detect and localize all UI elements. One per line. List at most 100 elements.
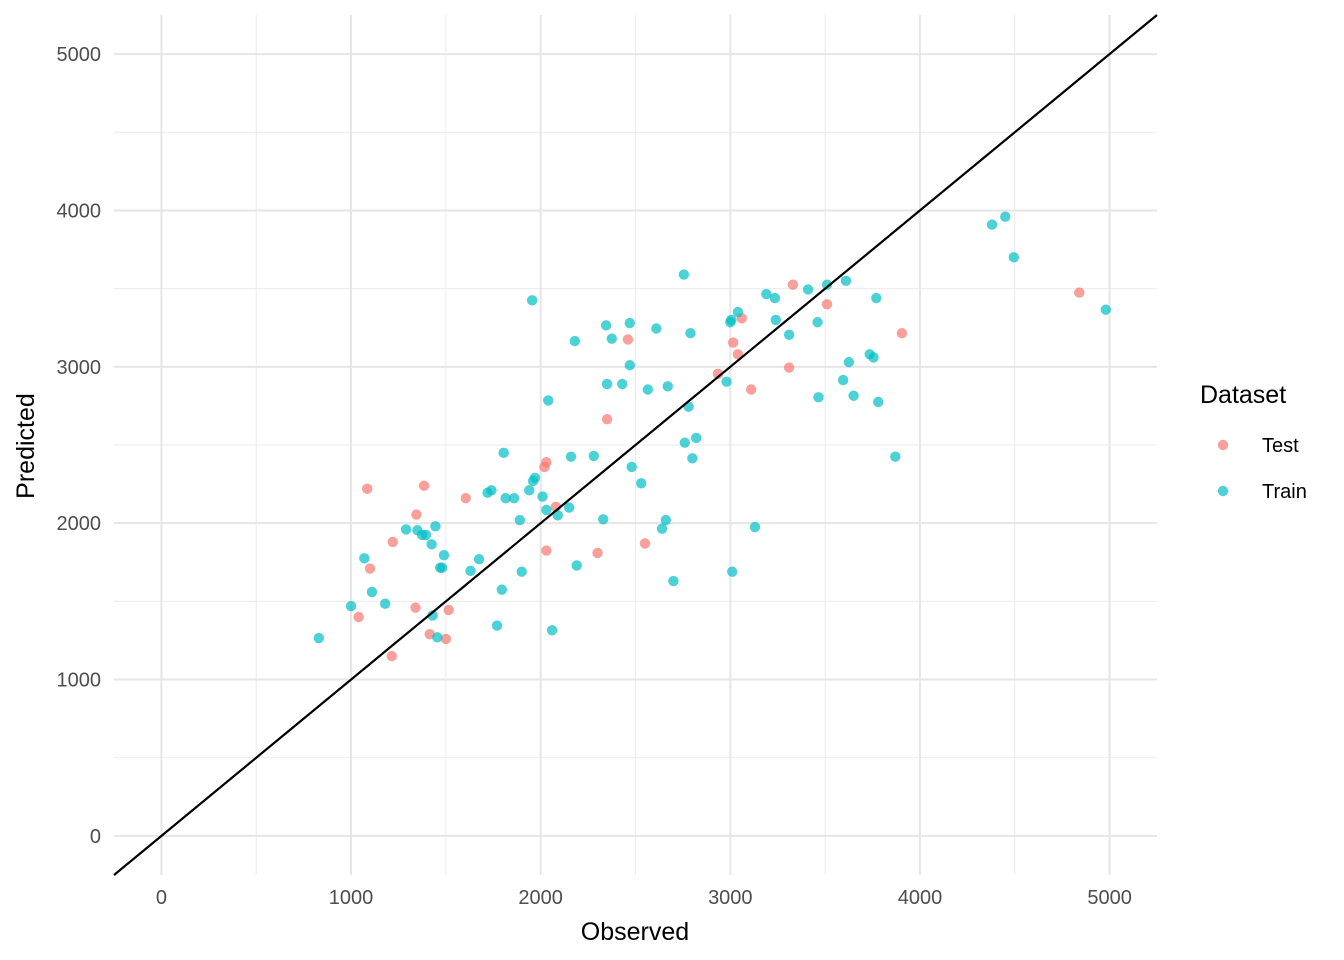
data-point-train: [726, 314, 737, 326]
data-point-train: [812, 317, 823, 328]
data-point-train: [802, 284, 814, 295]
data-point-train: [687, 453, 698, 464]
data-point-train: [598, 514, 609, 525]
data-point-test: [460, 492, 471, 504]
data-point-train: [890, 451, 901, 462]
data-point-train: [690, 432, 702, 444]
data-point-train: [660, 514, 672, 526]
data-point-train: [635, 478, 647, 489]
data-point-train: [345, 600, 357, 612]
data-point-test: [387, 536, 398, 548]
y-tick-label: 1000: [57, 670, 102, 692]
x-axis-tick-labels: 0 1000 2000 3000 4000 5000: [156, 887, 1132, 909]
data-point-train: [871, 292, 882, 304]
data-point-train: [685, 328, 696, 339]
data-point-train: [606, 333, 617, 344]
data-point-test: [639, 538, 651, 549]
data-point-train: [601, 378, 613, 390]
data-point-test: [821, 299, 833, 310]
data-point-train: [379, 598, 391, 609]
data-point-test: [361, 483, 373, 494]
data-point-train: [656, 523, 668, 534]
data-point-test: [712, 368, 724, 380]
y-tick-label: 5000: [57, 44, 102, 66]
data-point-train: [837, 374, 849, 386]
data-point-train: [420, 529, 432, 541]
legend: Dataset Test Train: [1200, 381, 1307, 503]
data-point-test: [601, 414, 613, 425]
data-point-test: [745, 384, 757, 395]
y-tick-label: 4000: [57, 200, 102, 222]
data-point-train: [508, 492, 520, 504]
data-point-train: [727, 566, 738, 577]
x-tick-label: 5000: [1087, 887, 1132, 909]
data-point-train: [770, 314, 782, 326]
data-point-train: [843, 356, 855, 368]
x-tick-label: 4000: [898, 887, 943, 909]
minor-gridlines: [114, 15, 1157, 875]
data-point-train: [624, 317, 636, 329]
data-point-train: [642, 384, 654, 395]
data-point-train: [569, 335, 581, 347]
data-point-train: [436, 562, 448, 573]
data-point-train: [1008, 252, 1020, 263]
data-point-test: [541, 545, 552, 556]
data-point-train: [432, 632, 443, 643]
data-point-train: [662, 381, 673, 392]
data-point-train: [524, 485, 535, 496]
data-point-train: [491, 620, 503, 631]
legend-items: Test Train: [1217, 435, 1307, 503]
x-tick-label: 2000: [518, 887, 563, 909]
data-point-train: [438, 550, 450, 561]
data-point-train: [626, 461, 637, 473]
data-point-train: [600, 320, 612, 331]
data-point-test: [386, 650, 398, 662]
data-point-train: [679, 437, 691, 448]
y-tick-label: 3000: [57, 357, 102, 379]
data-point-test: [353, 611, 364, 623]
data-point-train: [366, 586, 378, 598]
data-point-train: [400, 524, 412, 535]
data-point-train: [813, 392, 824, 403]
data-point-test: [783, 362, 795, 373]
data-point-test: [440, 633, 452, 645]
data-point-test: [443, 604, 454, 616]
data-point-train: [465, 565, 476, 577]
data-point-train: [721, 376, 732, 387]
legend-key-train: [1217, 485, 1229, 497]
data-point-test: [787, 279, 799, 290]
data-point-train: [541, 504, 552, 516]
data-point-train: [769, 292, 781, 304]
data-point-train: [543, 395, 554, 406]
data-point-train: [624, 360, 636, 371]
data-point-train: [426, 539, 437, 550]
data-point-train: [546, 625, 558, 636]
data-point-train: [821, 279, 833, 290]
data-point-train: [678, 269, 690, 280]
data-point-test: [410, 602, 421, 613]
data-points: [313, 211, 1111, 662]
legend-label-test: Test: [1262, 435, 1299, 457]
data-point-test: [1074, 287, 1085, 298]
data-point-train: [427, 610, 438, 621]
data-point-test: [418, 480, 430, 491]
data-point-test: [364, 563, 376, 574]
y-tick-label: 0: [90, 826, 101, 848]
x-tick-label: 0: [156, 887, 167, 909]
data-point-train: [761, 288, 772, 300]
y-axis-title: Predicted: [12, 393, 40, 499]
data-point-test: [896, 328, 908, 339]
data-point-train: [732, 306, 744, 318]
data-point-train: [749, 521, 761, 533]
data-point-train: [473, 553, 485, 565]
data-point-train: [651, 323, 662, 334]
data-point-train: [840, 275, 852, 287]
data-point-test: [727, 337, 739, 348]
x-tick-label: 1000: [329, 887, 374, 909]
data-point-train: [868, 352, 879, 363]
data-point-train: [783, 329, 795, 340]
data-point-train: [563, 502, 575, 513]
data-point-train: [571, 560, 582, 571]
data-point-test: [592, 547, 603, 559]
